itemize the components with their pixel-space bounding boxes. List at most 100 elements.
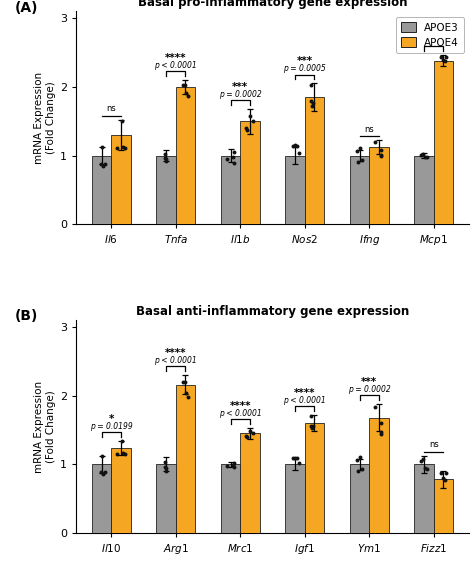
Text: p = 0.0002: p = 0.0002: [348, 384, 391, 393]
Bar: [434, 480, 453, 533]
Point: [249, 429, 257, 438]
Point: [100, 161, 107, 170]
Point: [121, 450, 128, 459]
Point: [377, 150, 384, 159]
Text: ***: ***: [297, 56, 313, 66]
Point: [163, 467, 170, 476]
Point: [377, 428, 384, 437]
Point: [292, 141, 299, 150]
Text: ns: ns: [429, 440, 438, 449]
Text: ***: ***: [361, 376, 377, 387]
Point: [243, 125, 251, 134]
Text: ****: ****: [229, 401, 251, 411]
Point: [97, 159, 104, 168]
Text: ****: ****: [423, 28, 445, 38]
Point: [421, 464, 429, 473]
Text: p < 0.0001: p < 0.0001: [155, 356, 197, 365]
Point: [229, 460, 237, 469]
Text: ****: ****: [165, 53, 187, 63]
Bar: [305, 423, 324, 533]
Point: [229, 152, 237, 161]
Point: [118, 437, 126, 446]
Point: [243, 431, 250, 441]
Bar: [176, 384, 195, 533]
Point: [371, 403, 379, 412]
Point: [308, 97, 315, 106]
Point: [121, 144, 128, 153]
Point: [292, 453, 299, 462]
Text: p = 0.0199: p = 0.0199: [90, 422, 133, 431]
Point: [223, 155, 231, 164]
Y-axis label: mRNA Expression
(Fold Change): mRNA Expression (Fold Change): [34, 72, 55, 164]
Bar: [305, 97, 324, 225]
Point: [419, 149, 427, 158]
Bar: [92, 155, 111, 225]
Point: [437, 52, 444, 61]
Legend: APOE3, APOE4: APOE3, APOE4: [396, 16, 464, 53]
Text: p < 0.0001: p < 0.0001: [283, 396, 326, 404]
Bar: [285, 155, 305, 225]
Text: ns: ns: [107, 104, 116, 113]
Y-axis label: mRNA Expression
(Fold Change): mRNA Expression (Fold Change): [34, 380, 55, 472]
Point: [182, 378, 189, 387]
Point: [295, 149, 302, 158]
Text: p < 0.0001: p < 0.0001: [155, 61, 197, 70]
Text: ****: ****: [165, 348, 187, 358]
Point: [289, 454, 296, 463]
Point: [162, 464, 169, 473]
Text: ns: ns: [365, 125, 374, 134]
Bar: [350, 464, 369, 533]
Point: [100, 470, 107, 479]
Bar: [156, 155, 176, 225]
Bar: [369, 147, 389, 225]
Text: (B): (B): [15, 310, 38, 323]
Point: [184, 91, 191, 100]
Bar: [111, 448, 131, 533]
Point: [443, 469, 450, 478]
Point: [356, 143, 364, 153]
Point: [179, 377, 187, 386]
Text: p = 0.0005: p = 0.0005: [283, 64, 326, 73]
Point: [162, 154, 169, 163]
Text: ***: ***: [232, 82, 248, 92]
Point: [101, 468, 109, 477]
Point: [293, 141, 301, 150]
Point: [182, 81, 189, 90]
Point: [358, 156, 366, 165]
Point: [417, 150, 425, 159]
Point: [441, 475, 449, 484]
Bar: [285, 464, 305, 533]
Point: [97, 468, 104, 477]
Point: [101, 159, 109, 168]
Bar: [156, 464, 176, 533]
Point: [354, 466, 362, 475]
Point: [246, 426, 254, 435]
Point: [307, 80, 315, 89]
Point: [230, 463, 238, 472]
Point: [184, 392, 191, 401]
Point: [249, 116, 257, 125]
Text: p < 0.0001: p < 0.0001: [219, 409, 262, 417]
Point: [161, 149, 168, 158]
Text: p = 0.0002: p = 0.0002: [219, 90, 262, 99]
Bar: [111, 135, 131, 225]
Point: [354, 158, 362, 167]
Bar: [176, 87, 195, 225]
Point: [377, 418, 384, 428]
Point: [353, 147, 361, 156]
Point: [179, 81, 187, 90]
Text: *: *: [109, 414, 114, 424]
Bar: [350, 155, 369, 225]
Bar: [434, 61, 453, 225]
Bar: [221, 155, 240, 225]
Point: [307, 411, 315, 420]
Point: [289, 142, 296, 151]
Point: [113, 450, 121, 459]
Point: [378, 429, 385, 438]
Point: [417, 456, 425, 466]
Point: [437, 468, 444, 477]
Bar: [221, 464, 240, 533]
Point: [118, 116, 126, 125]
Point: [441, 56, 449, 65]
Point: [230, 147, 238, 156]
